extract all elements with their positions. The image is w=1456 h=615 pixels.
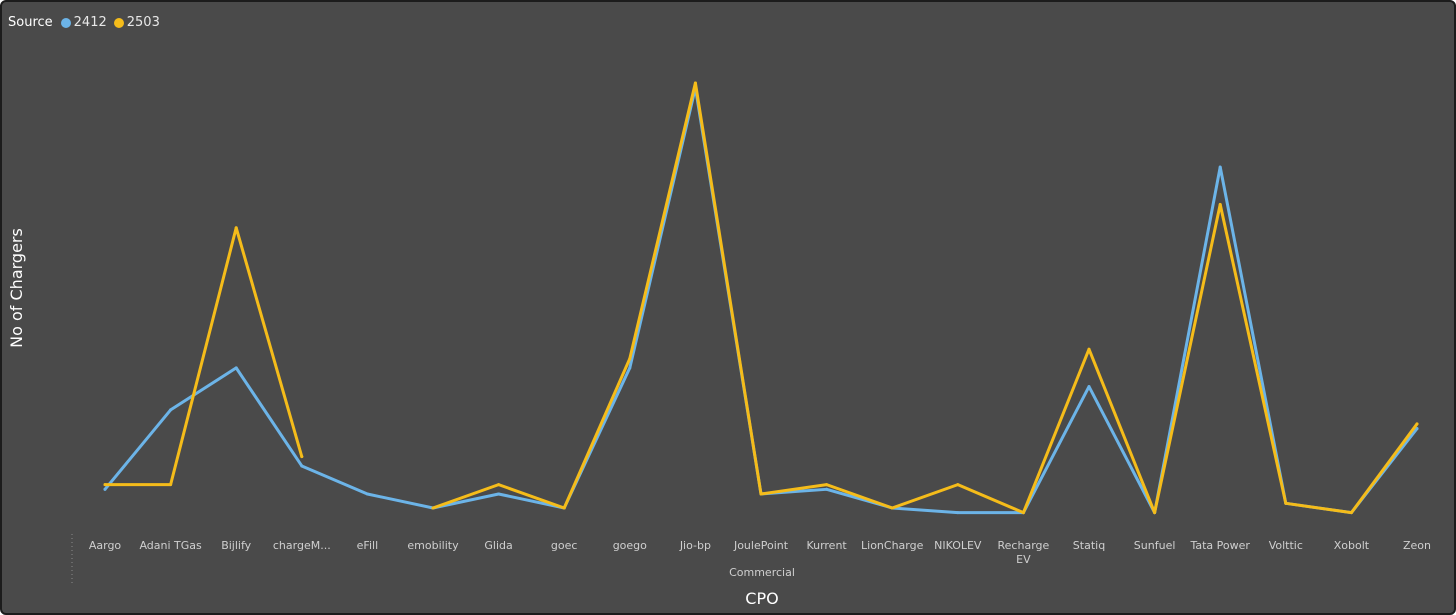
x-tick-label: Bijlify xyxy=(221,539,251,552)
data-point-2412[interactable] xyxy=(300,464,304,468)
series-line-2503[interactable] xyxy=(103,226,304,487)
legend-item-2503[interactable]: 2503 xyxy=(113,15,160,30)
x-axis-ticks: Aargo Adani TGas Bijlify chargeM... eFill emo… xyxy=(89,539,1431,566)
data-point-2503[interactable] xyxy=(103,483,107,487)
x-tick-label: Adani TGas xyxy=(139,539,202,552)
x-tick-label: NIKOLEV xyxy=(934,539,982,552)
data-point-2503[interactable] xyxy=(300,455,304,459)
legend-label-2503: 2503 xyxy=(126,15,160,30)
legend: Source 2412 2503 xyxy=(8,15,167,30)
data-point-2503[interactable] xyxy=(497,483,501,487)
data-point-2412[interactable] xyxy=(365,492,369,496)
series-lines xyxy=(103,81,1419,515)
x-group-label: Commercial xyxy=(729,566,795,579)
legend-marker-2412 xyxy=(60,17,71,28)
x-tick-label: goec xyxy=(551,539,578,552)
y-axis-title: No of Chargers xyxy=(7,228,26,348)
data-point-2503[interactable] xyxy=(1218,202,1222,206)
x-tick-label: emobility xyxy=(407,539,459,552)
data-point-2503[interactable] xyxy=(234,226,238,230)
data-point-2412[interactable] xyxy=(1415,427,1419,431)
x-tick-label: eFill xyxy=(357,539,378,552)
x-tick-label: Aargo xyxy=(89,539,122,552)
series-line-2503[interactable] xyxy=(431,81,1419,515)
data-point-2503[interactable] xyxy=(890,506,894,510)
x-tick-label: Xobolt xyxy=(1334,539,1370,552)
x-tick-label: Kurrent xyxy=(806,539,847,552)
x-tick-label: Volttic xyxy=(1269,539,1303,552)
data-point-2503[interactable] xyxy=(1284,501,1288,505)
data-point-2412[interactable] xyxy=(1087,385,1091,389)
x-tick-label: chargeM... xyxy=(273,539,331,552)
data-point-2503[interactable] xyxy=(1349,511,1353,515)
x-tick-label: Zeon xyxy=(1403,539,1431,552)
data-point-2503[interactable] xyxy=(628,357,632,361)
data-point-2412[interactable] xyxy=(628,366,632,370)
data-point-2503[interactable] xyxy=(693,81,697,85)
x-tick-label: Tata Power xyxy=(1189,539,1250,552)
x-tick-label: Recharge EV xyxy=(998,539,1050,566)
data-point-2503[interactable] xyxy=(562,506,566,510)
legend-title: Source xyxy=(8,15,53,30)
x-axis-title: CPO xyxy=(745,589,778,608)
data-point-2503[interactable] xyxy=(1021,511,1025,515)
x-tick-label: Statiq xyxy=(1073,539,1105,552)
data-point-2503[interactable] xyxy=(825,483,829,487)
data-point-2412[interactable] xyxy=(234,366,238,370)
x-tick-label: Jio-bp xyxy=(679,539,711,552)
data-point-2412[interactable] xyxy=(1218,165,1222,169)
x-tick-label: LionCharge xyxy=(861,539,924,552)
x-tick-label: JoulePoint xyxy=(733,539,789,552)
x-tick-label: Glida xyxy=(484,539,512,552)
data-point-2503[interactable] xyxy=(956,483,960,487)
data-point-2503[interactable] xyxy=(1153,511,1157,515)
data-point-2503[interactable] xyxy=(431,506,435,510)
data-point-2503[interactable] xyxy=(759,492,763,496)
data-point-2503[interactable] xyxy=(169,483,173,487)
x-tick-label: Sunfuel xyxy=(1134,539,1176,552)
data-point-2412[interactable] xyxy=(103,487,107,491)
data-point-2412[interactable] xyxy=(956,511,960,515)
data-point-2412[interactable] xyxy=(825,487,829,491)
legend-label-2412: 2412 xyxy=(73,15,107,30)
data-point-2412[interactable] xyxy=(169,408,173,412)
data-point-2503[interactable] xyxy=(1087,347,1091,351)
series-line-2412[interactable] xyxy=(103,86,1419,515)
legend-item-2412[interactable]: 2412 xyxy=(60,15,107,30)
data-point-2412[interactable] xyxy=(497,492,501,496)
x-tick-label: goego xyxy=(613,539,647,552)
data-point-2503[interactable] xyxy=(1415,422,1419,426)
legend-marker-2503 xyxy=(113,17,124,28)
